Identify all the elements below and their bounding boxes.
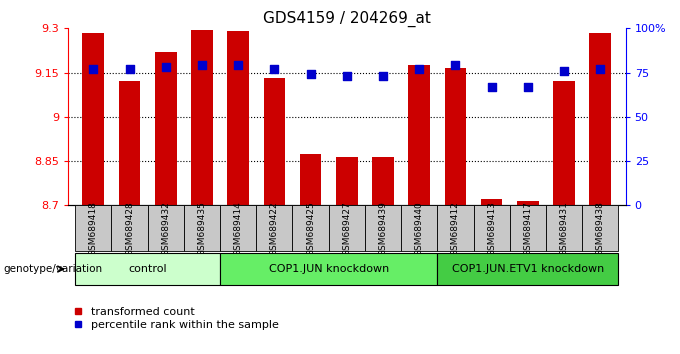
Point — [88, 66, 99, 72]
Bar — [582, 205, 618, 251]
Point — [413, 66, 424, 72]
Text: GSM689435: GSM689435 — [197, 201, 207, 256]
Bar — [590, 33, 611, 205]
Point — [377, 73, 388, 79]
Text: GSM689438: GSM689438 — [596, 201, 605, 256]
Bar — [365, 205, 401, 251]
Point — [160, 64, 171, 70]
Text: GSM689439: GSM689439 — [379, 201, 388, 256]
Text: GSM689413: GSM689413 — [487, 201, 496, 256]
Point — [197, 63, 207, 68]
Bar — [336, 157, 358, 205]
Title: GDS4159 / 204269_at: GDS4159 / 204269_at — [263, 11, 430, 27]
Text: COP1.JUN.ETV1 knockdown: COP1.JUN.ETV1 knockdown — [452, 264, 604, 274]
Bar — [372, 157, 394, 205]
Point — [124, 66, 135, 72]
Bar — [191, 30, 213, 205]
Text: genotype/variation: genotype/variation — [3, 264, 103, 274]
Bar — [328, 205, 365, 251]
Bar — [119, 81, 140, 205]
Bar — [75, 205, 112, 251]
Text: GSM689425: GSM689425 — [306, 201, 315, 256]
Bar — [75, 253, 220, 285]
Legend: transformed count, percentile rank within the sample: transformed count, percentile rank withi… — [73, 307, 279, 330]
Bar — [437, 205, 473, 251]
Bar — [473, 205, 510, 251]
Point — [305, 72, 316, 77]
Point — [486, 84, 497, 90]
Bar — [546, 205, 582, 251]
Point — [233, 63, 243, 68]
Bar — [155, 52, 177, 205]
Point — [522, 84, 533, 90]
Bar — [264, 79, 285, 205]
Point — [269, 66, 280, 72]
Bar — [437, 253, 618, 285]
Text: GSM689428: GSM689428 — [125, 201, 134, 256]
Point — [558, 68, 569, 74]
Bar — [510, 205, 546, 251]
Bar — [148, 205, 184, 251]
Bar — [184, 205, 220, 251]
Text: GSM689412: GSM689412 — [451, 201, 460, 256]
Text: GSM689427: GSM689427 — [342, 201, 352, 256]
Bar — [256, 205, 292, 251]
Text: GSM689431: GSM689431 — [560, 201, 568, 256]
Bar — [220, 253, 437, 285]
Text: COP1.JUN knockdown: COP1.JUN knockdown — [269, 264, 389, 274]
Bar — [554, 81, 575, 205]
Bar — [300, 154, 322, 205]
Bar — [112, 205, 148, 251]
Bar — [481, 199, 503, 205]
Bar — [220, 205, 256, 251]
Text: GSM689440: GSM689440 — [415, 201, 424, 256]
Bar — [409, 65, 430, 205]
Bar — [227, 31, 249, 205]
Text: GSM689418: GSM689418 — [89, 201, 98, 256]
Point — [595, 66, 606, 72]
Text: GSM689417: GSM689417 — [524, 201, 532, 256]
Point — [450, 63, 461, 68]
Text: control: control — [129, 264, 167, 274]
Bar — [517, 201, 539, 205]
Point — [341, 73, 352, 79]
Bar — [82, 33, 104, 205]
Text: GSM689432: GSM689432 — [161, 201, 170, 256]
Bar — [445, 68, 466, 205]
Text: GSM689422: GSM689422 — [270, 201, 279, 256]
Text: GSM689414: GSM689414 — [234, 201, 243, 256]
Bar — [292, 205, 328, 251]
Bar — [401, 205, 437, 251]
